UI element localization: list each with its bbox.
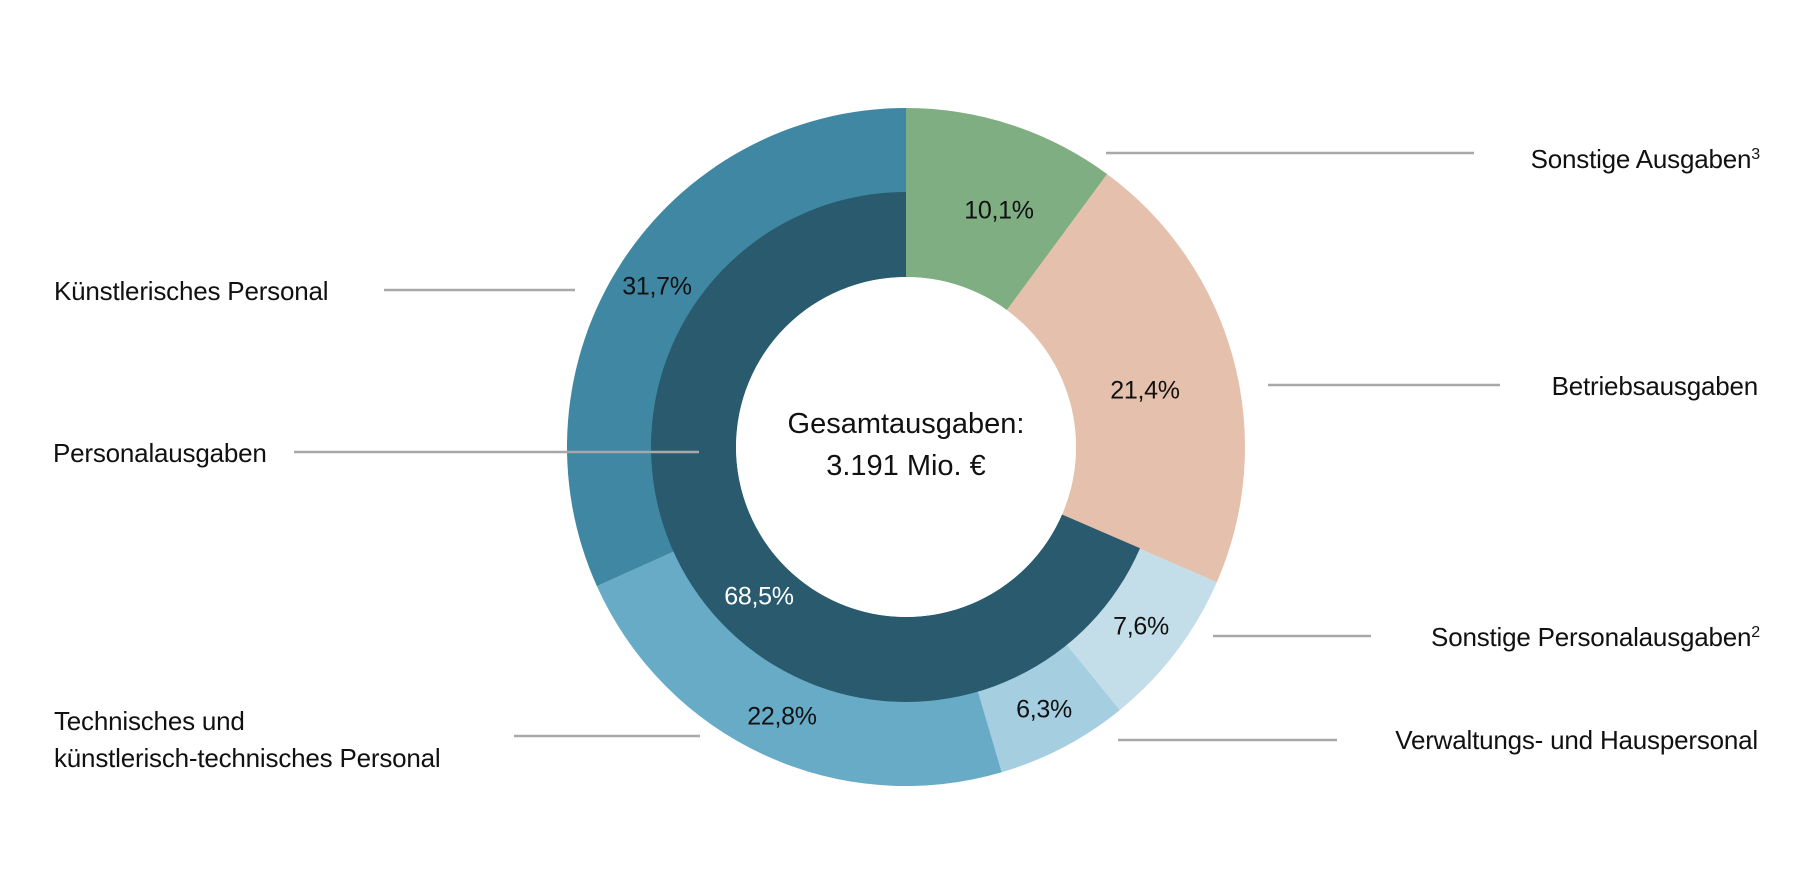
pct-betriebsausgaben: 21,4%: [1110, 376, 1180, 405]
label-text-line2: künstlerisch-technisches Personal: [54, 743, 441, 773]
label-betriebsausgaben: Betriebsausgaben: [1551, 369, 1759, 403]
donut-hole: [736, 277, 1076, 617]
label-text: Personalausgaben: [53, 438, 267, 468]
center-total-label: Gesamtausgaben: 3.191 Mio. €: [788, 403, 1025, 487]
pct-sonstige-ausgaben: 10,1%: [964, 196, 1034, 225]
pct-sonstige-personalausgaben: 7,6%: [1113, 612, 1169, 641]
label-text-line1: Technisches und: [54, 706, 245, 736]
segment-sonstige-ausgaben: [906, 108, 1108, 311]
pct-kuenstlerisches: 31,7%: [622, 272, 692, 301]
label-personalausgaben: Personalausgaben: [53, 436, 267, 470]
segment-personalausgaben: [651, 192, 1141, 702]
label-technisches: Technisches und künstlerisch-technisches…: [54, 703, 441, 777]
segment-betriebsausgaben: [1006, 174, 1245, 583]
label-verwaltungs: Verwaltungs- und Hauspersonal: [1395, 723, 1758, 757]
inner-ring: [651, 192, 1141, 702]
label-kuenstlerisches: Künstlerisches Personal: [54, 274, 329, 308]
footnote-marker: 3: [1751, 146, 1760, 163]
center-title: Gesamtausgaben:: [787, 408, 1025, 440]
footnote-marker: 2: [1751, 624, 1760, 641]
label-sonstige-personalausgaben: Sonstige Personalausgaben2: [1431, 620, 1760, 654]
label-sonstige-ausgaben: Sonstige Ausgaben3: [1530, 142, 1761, 176]
label-text: Sonstige Personalausgaben: [1431, 622, 1752, 652]
leader-lines: [294, 151, 1500, 742]
label-text: Sonstige Ausgaben: [1530, 144, 1752, 174]
label-text: Verwaltungs- und Hauspersonal: [1395, 725, 1758, 755]
center-value: 3.191 Mio. €: [826, 450, 986, 482]
label-text: Betriebsausgaben: [1551, 371, 1759, 401]
pct-personalausgaben: 68,5%: [724, 582, 794, 611]
label-text: Künstlerisches Personal: [54, 276, 329, 306]
pct-technisches: 22,8%: [747, 702, 817, 731]
pct-verwaltungs: 6,3%: [1016, 695, 1072, 724]
